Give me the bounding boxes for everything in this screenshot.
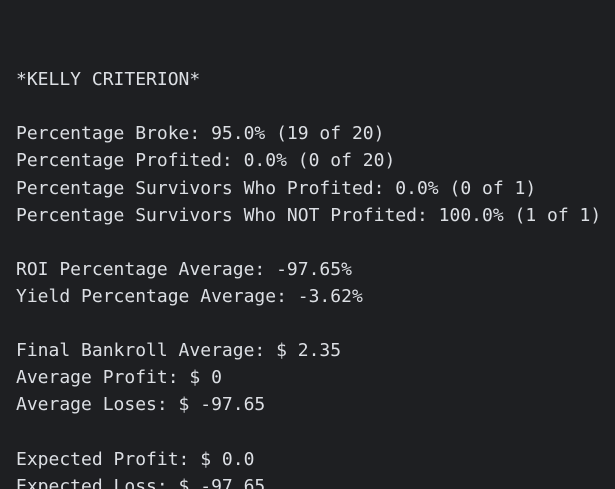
output-line: Average Loses: $ -97.65: [16, 394, 266, 416]
blank-line: [16, 310, 615, 337]
title-line: *KELLY CRITERION*: [16, 69, 201, 91]
output-line: Percentage Profited: 0.0% (0 of 20): [16, 150, 396, 172]
output-line: Yield Percentage Average: -3.62%: [16, 285, 363, 307]
output-line: Percentage Survivors Who Profited: 0.0% …: [16, 177, 537, 199]
output-line: Expected Profit: $ 0.0: [16, 448, 255, 470]
output-line: Percentage Broke: 95.0% (19 of 20): [16, 123, 385, 145]
output-line: Average Profit: $ 0: [16, 367, 222, 389]
output-line: Final Bankroll Average: $ 2.35: [16, 340, 342, 362]
output-line: ROI Percentage Average: -97.65%: [16, 258, 352, 280]
blank-line: [16, 418, 615, 445]
blank-line: [16, 229, 615, 256]
output-line: Expected Loss: $ -97.65: [16, 475, 266, 489]
output-line: Percentage Survivors Who NOT Profited: 1…: [16, 204, 602, 226]
